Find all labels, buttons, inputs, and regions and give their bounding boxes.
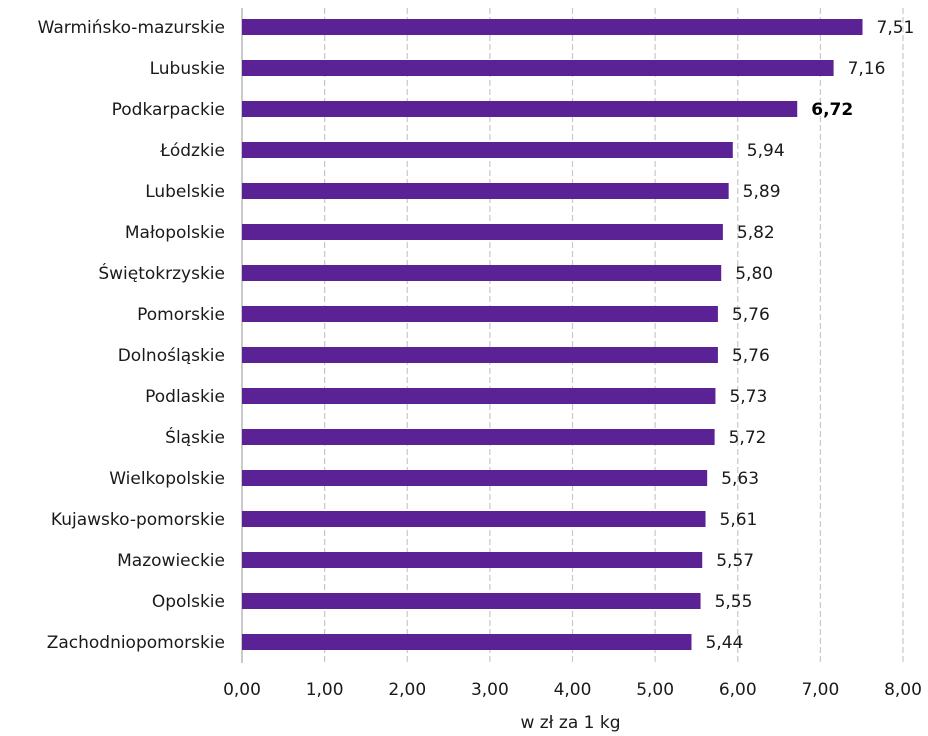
category-label: Warmińsko-mazurskie bbox=[38, 18, 225, 38]
data-label: 6,72 bbox=[811, 100, 853, 120]
category-label: Lubelskie bbox=[145, 182, 225, 202]
data-label: 5,80 bbox=[735, 264, 773, 284]
data-label: 5,82 bbox=[737, 223, 775, 243]
x-tick-label: 0,00 bbox=[223, 680, 261, 700]
bars bbox=[242, 19, 863, 650]
x-tick-labels: 0,00 1,00 2,00 3,00 4,00 5,00 6,00 7,00 8,00 bbox=[223, 680, 922, 700]
x-tick-label: 1,00 bbox=[306, 680, 344, 700]
category-label: Opolskie bbox=[152, 592, 225, 612]
data-label: 5,63 bbox=[721, 469, 759, 489]
bar bbox=[242, 306, 718, 322]
bar bbox=[242, 224, 723, 240]
data-label: 5,72 bbox=[729, 428, 767, 448]
bar bbox=[242, 470, 708, 486]
category-label: Dolnośląskie bbox=[118, 346, 225, 366]
category-label: Pomorskie bbox=[137, 305, 225, 325]
category-label: Śląskie bbox=[165, 426, 225, 448]
data-label: 5,76 bbox=[732, 305, 770, 325]
bar bbox=[242, 101, 798, 117]
x-tick-label: 4,00 bbox=[554, 680, 592, 700]
x-tick-label: 8,00 bbox=[884, 680, 922, 700]
data-label: 7,16 bbox=[848, 59, 886, 79]
category-label: Lubuskie bbox=[150, 59, 225, 79]
bar bbox=[242, 511, 706, 527]
category-label: Wielkopolskie bbox=[109, 469, 225, 489]
category-label: Podlaskie bbox=[145, 387, 225, 407]
bar bbox=[242, 19, 863, 35]
data-label: 5,73 bbox=[729, 387, 767, 407]
value-labels: 7,51 7,16 6,72 5,94 5,89 5,82 5,80 5,76 5,76 5,73… bbox=[705, 18, 914, 653]
data-label: 5,89 bbox=[743, 182, 781, 202]
category-label: Łódzkie bbox=[159, 141, 225, 161]
category-labels: Warmińsko-mazurskie Lubuskie Podkarpackie Ł… bbox=[38, 18, 225, 653]
bar bbox=[242, 142, 733, 158]
category-label: Małopolskie bbox=[125, 223, 225, 243]
category-label: Mazowieckie bbox=[117, 551, 225, 571]
x-tick-label: 7,00 bbox=[801, 680, 839, 700]
x-tick-label: 2,00 bbox=[388, 680, 426, 700]
bar bbox=[242, 429, 715, 445]
data-label: 5,94 bbox=[747, 141, 785, 161]
data-label: 5,57 bbox=[716, 551, 754, 571]
category-label: Zachodniopomorskie bbox=[47, 633, 225, 653]
x-axis-title: w zł za 1 kg bbox=[520, 713, 620, 733]
bar bbox=[242, 552, 703, 568]
category-label: Kujawsko-pomorskie bbox=[51, 510, 225, 530]
bar bbox=[242, 183, 729, 199]
data-label: 5,44 bbox=[705, 633, 743, 653]
data-label: 5,55 bbox=[715, 592, 753, 612]
category-label: Świętokrzyskie bbox=[98, 262, 225, 284]
data-label: 7,51 bbox=[877, 18, 915, 38]
bar bbox=[242, 388, 716, 404]
data-label: 5,61 bbox=[720, 510, 758, 530]
x-tick-label: 5,00 bbox=[636, 680, 674, 700]
bar bbox=[242, 634, 692, 650]
bar bbox=[242, 265, 722, 281]
category-label: Podkarpackie bbox=[112, 100, 225, 120]
bar bbox=[242, 347, 718, 363]
x-tick-label: 6,00 bbox=[719, 680, 757, 700]
bar bbox=[242, 60, 834, 76]
data-label: 5,76 bbox=[732, 346, 770, 366]
x-tick-label: 3,00 bbox=[471, 680, 509, 700]
gridlines bbox=[241, 8, 904, 663]
bar bbox=[242, 593, 701, 609]
